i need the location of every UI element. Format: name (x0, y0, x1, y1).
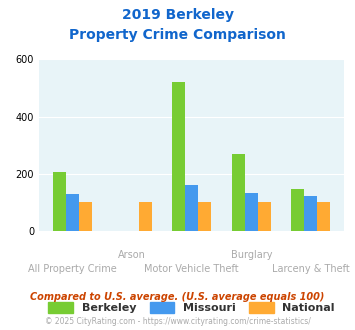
Text: Larceny & Theft: Larceny & Theft (272, 264, 350, 274)
Bar (291, 189, 304, 231)
Text: All Property Crime: All Property Crime (28, 264, 117, 274)
Text: © 2025 CityRating.com - https://www.cityrating.com/crime-statistics/: © 2025 CityRating.com - https://www.city… (45, 317, 310, 326)
Text: Motor Vehicle Theft: Motor Vehicle Theft (144, 264, 239, 274)
Bar (245, 193, 258, 231)
Bar (317, 202, 331, 231)
Bar (139, 202, 152, 231)
Legend: Berkeley, Missouri, National: Berkeley, Missouri, National (49, 302, 335, 313)
Text: Property Crime Comparison: Property Crime Comparison (69, 28, 286, 42)
Text: Arson: Arson (118, 250, 146, 260)
Bar (231, 154, 245, 231)
Text: Compared to U.S. average. (U.S. average equals 100): Compared to U.S. average. (U.S. average … (30, 292, 325, 302)
Bar (185, 185, 198, 231)
Bar (172, 82, 185, 231)
Bar (53, 172, 66, 231)
Bar (66, 194, 79, 231)
Bar (258, 202, 271, 231)
Bar (79, 202, 92, 231)
Text: Burglary: Burglary (230, 250, 272, 260)
Bar (304, 196, 317, 231)
Bar (198, 202, 211, 231)
Text: 2019 Berkeley: 2019 Berkeley (121, 8, 234, 22)
